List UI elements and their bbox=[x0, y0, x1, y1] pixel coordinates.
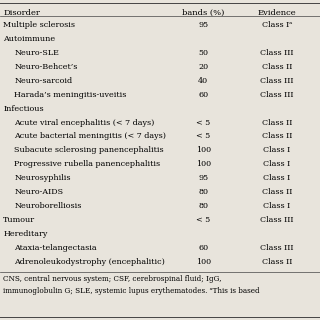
Text: Progressive rubella panencephalitis: Progressive rubella panencephalitis bbox=[14, 160, 161, 168]
Text: 50: 50 bbox=[198, 49, 208, 57]
Text: 95: 95 bbox=[198, 174, 208, 182]
Text: Subacute sclerosing panencephalitis: Subacute sclerosing panencephalitis bbox=[14, 147, 164, 155]
Text: 60: 60 bbox=[198, 91, 208, 99]
Text: Hereditary: Hereditary bbox=[3, 230, 48, 238]
Text: Acute bacterial meningitis (< 7 days): Acute bacterial meningitis (< 7 days) bbox=[14, 132, 166, 140]
Text: Neuro-AIDS: Neuro-AIDS bbox=[14, 188, 64, 196]
Text: Class III: Class III bbox=[260, 77, 293, 85]
Text: 95: 95 bbox=[198, 21, 208, 29]
Text: Class II: Class II bbox=[262, 132, 292, 140]
Text: Class I: Class I bbox=[263, 174, 291, 182]
Text: 80: 80 bbox=[198, 188, 208, 196]
Text: Class I: Class I bbox=[263, 202, 291, 210]
Text: Class II: Class II bbox=[262, 63, 292, 71]
Text: Ataxia-telangectasia: Ataxia-telangectasia bbox=[14, 244, 97, 252]
Text: Tumour: Tumour bbox=[3, 216, 35, 224]
Text: bands (%): bands (%) bbox=[182, 9, 224, 17]
Text: Adrenoleukodystrophy (encephalitic): Adrenoleukodystrophy (encephalitic) bbox=[14, 258, 165, 266]
Text: Acute viral encephalitis (< 7 days): Acute viral encephalitis (< 7 days) bbox=[14, 118, 155, 126]
Text: < 5: < 5 bbox=[196, 216, 210, 224]
Text: < 5: < 5 bbox=[196, 132, 210, 140]
Text: Class III: Class III bbox=[260, 216, 293, 224]
Text: Class I: Class I bbox=[263, 147, 291, 155]
Text: Multiple sclerosis: Multiple sclerosis bbox=[3, 21, 75, 29]
Text: 80: 80 bbox=[198, 202, 208, 210]
Text: Infectious: Infectious bbox=[3, 105, 44, 113]
Text: 40: 40 bbox=[198, 77, 208, 85]
Text: 20: 20 bbox=[198, 63, 208, 71]
Text: 60: 60 bbox=[198, 244, 208, 252]
Text: Class III: Class III bbox=[260, 244, 293, 252]
Text: Evidence: Evidence bbox=[258, 9, 296, 17]
Text: 100: 100 bbox=[196, 147, 211, 155]
Text: Class Iᵃ: Class Iᵃ bbox=[262, 21, 292, 29]
Text: Harada’s meningitis-uveitis: Harada’s meningitis-uveitis bbox=[14, 91, 127, 99]
Text: immunoglobulin G; SLE, systemic lupus erythematodes. ᵃThis is based: immunoglobulin G; SLE, systemic lupus er… bbox=[3, 287, 260, 295]
Text: Class I: Class I bbox=[263, 160, 291, 168]
Text: 100: 100 bbox=[196, 258, 211, 266]
Text: Neuro-sarcoid: Neuro-sarcoid bbox=[14, 77, 73, 85]
Text: Class III: Class III bbox=[260, 91, 293, 99]
Text: < 5: < 5 bbox=[196, 118, 210, 126]
Text: Class II: Class II bbox=[262, 118, 292, 126]
Text: Neuro-SLE: Neuro-SLE bbox=[14, 49, 59, 57]
Text: Disorder: Disorder bbox=[3, 9, 40, 17]
Text: Autoimmune: Autoimmune bbox=[3, 35, 55, 43]
Text: Neurosyphilis: Neurosyphilis bbox=[14, 174, 71, 182]
Text: Neuro-Behcet’s: Neuro-Behcet’s bbox=[14, 63, 78, 71]
Text: Class II: Class II bbox=[262, 188, 292, 196]
Text: 100: 100 bbox=[196, 160, 211, 168]
Text: CNS, central nervous system; CSF, cerebrospinal fluid; IgG,: CNS, central nervous system; CSF, cerebr… bbox=[3, 275, 222, 283]
Text: Class III: Class III bbox=[260, 49, 293, 57]
Text: Neuroborelliosis: Neuroborelliosis bbox=[14, 202, 82, 210]
Text: Class II: Class II bbox=[262, 258, 292, 266]
